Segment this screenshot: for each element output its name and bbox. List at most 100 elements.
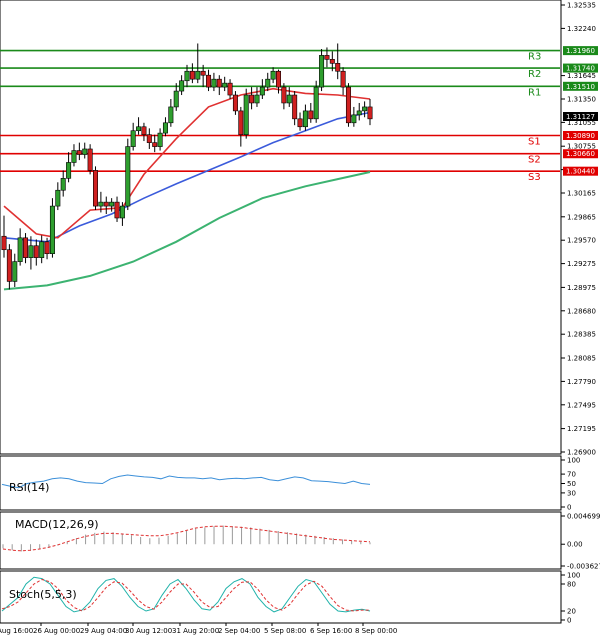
candle-bearish <box>1 235 7 251</box>
price-tick-label: 1.27790 <box>567 378 596 386</box>
rsi-tick-label: 0 <box>567 504 571 512</box>
candlesticks <box>1 43 373 290</box>
candle-bullish <box>302 110 308 128</box>
candle-bearish <box>281 86 287 104</box>
candle-bullish <box>82 148 88 155</box>
candle-bearish <box>275 70 281 88</box>
candle-bullish <box>362 106 368 112</box>
rsi-tick-label: 70 <box>567 471 576 479</box>
rsi-tick-label: 50 <box>567 480 576 488</box>
candle-bullish <box>286 94 292 104</box>
candle-bearish <box>308 110 314 120</box>
candle-bullish <box>136 126 142 132</box>
candle-bullish <box>254 94 260 104</box>
time-tick-label: 31 Aug 20:00 <box>172 627 219 635</box>
candle-bullish <box>39 241 45 258</box>
level-price-label-s3: 1.30440 <box>566 168 595 176</box>
candle-bullish <box>125 146 131 207</box>
level-name-r2: R2 <box>528 69 541 80</box>
candle-bearish <box>335 63 341 72</box>
candle-bearish <box>329 59 335 64</box>
candle-bearish <box>249 94 255 104</box>
candle-bullish <box>71 150 77 163</box>
candle-bullish <box>60 178 66 191</box>
rsi-panel-frame <box>0 455 562 511</box>
candle-bullish <box>28 245 34 258</box>
price-tick-label: 1.30165 <box>567 190 596 198</box>
price-tick-label: 1.28680 <box>567 307 596 315</box>
candle-bullish <box>351 114 357 124</box>
level-name-s1: S1 <box>528 136 541 147</box>
level-name-s2: S2 <box>528 155 541 166</box>
macd-axis: 0.004699 0.00 -0.003627 <box>561 513 600 571</box>
level-price-tag-r2 <box>563 63 598 73</box>
candle-bullish <box>313 86 319 120</box>
level-price-tag-s2 <box>563 149 598 159</box>
ma-slow-line <box>3 171 371 291</box>
time-tick-label: 6 Sep 16:00 <box>310 627 352 635</box>
stoch-tick-label: 80 <box>567 581 576 589</box>
price-panel: 1.32535 1.32240 1.31645 1.31350 1.31055 1.307… <box>0 0 598 457</box>
candle-bearish <box>340 70 346 88</box>
price-tick-label: 1.27495 <box>567 401 596 409</box>
candle-bearish <box>206 74 212 88</box>
level-price-label-s2: 1.30660 <box>566 150 595 158</box>
candle-bearish <box>345 86 351 124</box>
candle-bearish <box>238 110 244 135</box>
candle-bullish <box>265 78 271 88</box>
stoch-tick-label: 0 <box>567 617 571 625</box>
level-name-r1: R1 <box>528 87 541 98</box>
candle-bullish <box>162 122 168 134</box>
candle-bullish <box>184 70 190 82</box>
candle-bearish <box>103 201 109 207</box>
level-name-s3: S3 <box>528 172 541 183</box>
stoch-tick-label: 100 <box>567 572 580 580</box>
candle-bullish <box>356 110 362 116</box>
macd-plot <box>2 525 371 552</box>
candle-bullish <box>211 78 217 88</box>
moving-averages <box>3 87 371 291</box>
macd-tick-label: 0.00 <box>567 541 583 549</box>
price-tick-label: 1.26900 <box>567 449 596 457</box>
candle-bearish <box>23 237 29 258</box>
candle-bullish <box>109 201 115 207</box>
candle-bullish <box>55 189 61 207</box>
candle-bullish <box>119 205 125 219</box>
level-price-label-s1: 1.30890 <box>566 132 595 140</box>
time-tick-label: 29 Aug 04:00 <box>80 627 127 635</box>
time-tick-label: 21 Aug 16:00 <box>0 627 33 635</box>
macd-tick-label: -0.003627 <box>567 563 600 571</box>
stoch-tick-label: 20 <box>567 608 576 616</box>
candle-bearish <box>33 245 39 258</box>
candle-bearish <box>146 134 152 143</box>
current-price-label: 1.31127 <box>566 113 595 121</box>
level-price-tag-r1 <box>563 81 598 91</box>
candle-bullish <box>98 201 104 207</box>
stoch-d-line <box>1 578 370 612</box>
candle-bullish <box>195 70 201 80</box>
candle-bearish <box>216 78 222 88</box>
time-tick-label: 30 Aug 12:00 <box>125 627 172 635</box>
price-tick-label: 1.28975 <box>567 284 596 292</box>
candle-bearish <box>76 150 82 155</box>
price-tick-label: 1.29865 <box>567 213 596 221</box>
ma-fast-line <box>3 87 371 239</box>
candle-bearish <box>200 70 206 76</box>
candle-bearish <box>114 201 120 219</box>
candle-bearish <box>297 118 303 128</box>
candle-bearish <box>232 94 238 112</box>
rsi-tick-label: 100 <box>567 457 580 465</box>
level-price-label-r1: 1.31510 <box>566 83 595 91</box>
stoch-panel-frame <box>0 570 562 624</box>
candle-bearish <box>324 55 330 60</box>
candle-bullish <box>157 132 163 147</box>
price-tick-label: 1.31645 <box>567 72 596 80</box>
rsi-series-line <box>1 474 371 489</box>
candle-bullish <box>49 205 55 254</box>
candle-bullish <box>17 237 23 262</box>
